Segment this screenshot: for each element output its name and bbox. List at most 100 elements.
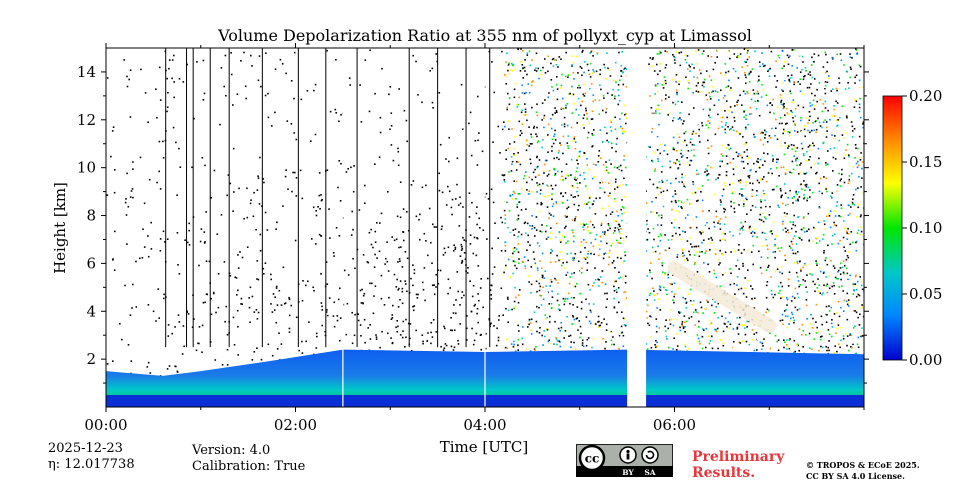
noise-pixel bbox=[784, 259, 787, 261]
noise-pixel bbox=[275, 321, 278, 324]
noise-pixel bbox=[549, 315, 551, 318]
noise-pixel bbox=[328, 297, 331, 299]
noise-pixel bbox=[295, 316, 298, 319]
noise-pixel bbox=[375, 338, 378, 340]
noise-pixel bbox=[655, 318, 658, 320]
noise-pixel bbox=[435, 331, 438, 333]
noise-pixel bbox=[577, 245, 579, 248]
noise-pixel bbox=[751, 182, 754, 185]
noise-pixel bbox=[560, 144, 562, 146]
noise-pixel bbox=[696, 157, 698, 160]
noise-pixel bbox=[543, 172, 545, 174]
noise-pixel bbox=[551, 86, 553, 88]
noise-pixel bbox=[514, 264, 516, 267]
noise-pixel bbox=[734, 105, 736, 107]
noise-pixel bbox=[670, 182, 672, 185]
noise-pixel bbox=[679, 233, 681, 236]
noise-pixel bbox=[707, 126, 710, 129]
noise-pixel bbox=[571, 93, 573, 96]
noise-pixel bbox=[522, 326, 524, 328]
noise-pixel bbox=[774, 334, 777, 337]
noise-pixel bbox=[720, 201, 722, 203]
noise-pixel bbox=[126, 75, 128, 78]
noise-pixel bbox=[741, 227, 743, 229]
noise-pixel bbox=[800, 130, 803, 133]
noise-pixel bbox=[417, 94, 419, 96]
noise-pixel bbox=[452, 250, 455, 252]
noise-pixel bbox=[236, 294, 238, 296]
noise-pixel bbox=[778, 122, 781, 125]
noise-pixel bbox=[651, 159, 653, 162]
noise-pixel bbox=[441, 225, 443, 228]
noise-pixel bbox=[514, 261, 516, 263]
noise-pixel bbox=[421, 101, 423, 104]
noise-pixel bbox=[792, 120, 795, 123]
noise-pixel bbox=[517, 251, 520, 253]
noise-pixel bbox=[786, 213, 788, 215]
noise-pixel bbox=[656, 61, 658, 64]
noise-pixel bbox=[607, 229, 609, 232]
noise-pixel bbox=[597, 321, 599, 323]
noise-pixel bbox=[570, 158, 573, 161]
noise-pixel bbox=[619, 276, 622, 279]
noise-pixel bbox=[750, 209, 752, 211]
noise-pixel bbox=[659, 239, 662, 242]
noise-pixel bbox=[784, 173, 787, 176]
noise-pixel bbox=[686, 198, 689, 201]
noise-pixel bbox=[509, 276, 512, 278]
noise-pixel bbox=[471, 201, 473, 204]
noise-pixel bbox=[664, 81, 666, 83]
noise-pixel bbox=[751, 329, 754, 331]
noise-pixel bbox=[561, 175, 563, 178]
noise-pixel bbox=[547, 55, 549, 58]
noise-pixel bbox=[774, 256, 776, 259]
noise-pixel bbox=[726, 162, 729, 165]
noise-pixel bbox=[813, 108, 816, 110]
noise-pixel bbox=[531, 106, 533, 109]
noise-pixel bbox=[620, 125, 622, 128]
noise-pixel bbox=[799, 284, 801, 286]
noise-pixel bbox=[203, 92, 206, 95]
noise-pixel bbox=[825, 53, 827, 56]
noise-pixel bbox=[379, 346, 381, 349]
noise-pixel bbox=[224, 320, 226, 323]
noise-pixel bbox=[725, 122, 727, 124]
noise-pixel bbox=[279, 58, 282, 61]
noise-pixel bbox=[562, 135, 565, 138]
noise-pixel bbox=[681, 181, 683, 183]
noise-pixel bbox=[737, 77, 740, 79]
noise-pixel bbox=[847, 214, 850, 216]
noise-pixel bbox=[606, 170, 608, 173]
noise-pixel bbox=[447, 185, 449, 188]
noise-pixel bbox=[548, 321, 551, 323]
noise-pixel bbox=[605, 100, 607, 102]
noise-pixel bbox=[531, 215, 533, 217]
noise-pixel bbox=[841, 134, 844, 136]
noise-pixel bbox=[527, 193, 530, 195]
noise-pixel bbox=[747, 279, 749, 282]
noise-pixel bbox=[515, 296, 517, 299]
noise-pixel bbox=[536, 242, 539, 244]
noise-pixel bbox=[847, 227, 849, 230]
noise-pixel bbox=[721, 126, 723, 128]
noise-pixel bbox=[366, 261, 369, 263]
noise-pixel bbox=[256, 260, 259, 262]
noise-pixel bbox=[601, 179, 604, 182]
noise-pixel bbox=[646, 275, 648, 277]
noise-pixel bbox=[526, 139, 528, 142]
noise-pixel bbox=[541, 276, 544, 279]
noise-pixel bbox=[171, 77, 173, 80]
noise-pixel bbox=[760, 219, 763, 221]
noise-pixel bbox=[822, 272, 825, 274]
noise-pixel bbox=[849, 104, 852, 106]
noise-pixel bbox=[530, 292, 532, 294]
noise-pixel bbox=[656, 292, 659, 295]
noise-pixel bbox=[840, 306, 842, 309]
noise-pixel bbox=[606, 298, 608, 300]
noise-pixel bbox=[246, 216, 249, 219]
noise-pixel bbox=[648, 63, 650, 65]
noise-pixel bbox=[274, 296, 276, 298]
noise-pixel bbox=[785, 107, 788, 110]
noise-pixel bbox=[838, 343, 840, 345]
noise-pixel bbox=[748, 175, 751, 177]
